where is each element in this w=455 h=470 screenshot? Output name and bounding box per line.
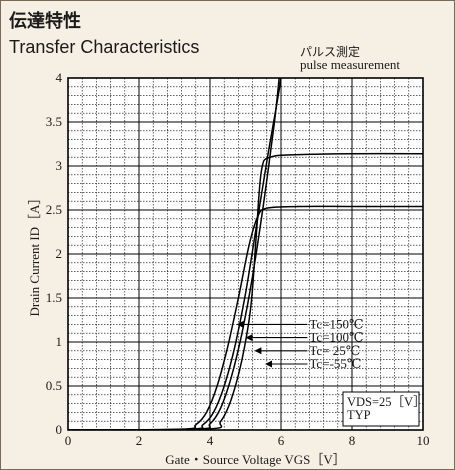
y-tick-label: 3 (56, 158, 63, 173)
y-axis-label: Drain Current ID［A］ (27, 192, 42, 317)
legend-arrow-head (236, 320, 244, 328)
x-tick-label: 2 (136, 433, 143, 448)
tick-labels: 0 2 4 6 8 10 0 0.5 1 1.5 2 2.5 3 3.5 4 (46, 70, 430, 448)
legend-arrow-head (245, 334, 253, 342)
legend: Tc=150℃Tc=100℃Tc= 25℃Tc=-55℃ (236, 316, 364, 371)
legend-arrow-head (265, 360, 273, 368)
x-tick-label: 0 (65, 433, 72, 448)
series-line-1 (68, 205, 423, 430)
series-group (68, 77, 423, 430)
y-tick-label: 2 (56, 246, 63, 261)
legend-label: Tc= 25℃ (309, 343, 360, 358)
x-tick-label: 8 (349, 433, 356, 448)
measurement-note-japanese: パルス測定 (300, 45, 361, 59)
legend-label: Tc=-55℃ (309, 356, 361, 371)
annotation-frame (342, 391, 420, 427)
annotation-text: TYP (347, 408, 371, 422)
x-tick-label: 6 (278, 433, 285, 448)
y-tick-label: 0.5 (46, 378, 62, 393)
title-english: Transfer Characteristics (9, 37, 200, 57)
series-line-4 (68, 152, 423, 430)
annotation-text: VDS=25［V］ (347, 395, 426, 409)
legend-arrow-head (254, 347, 262, 355)
series-line-2 (68, 77, 282, 430)
x-tick-label: 4 (207, 433, 214, 448)
y-tick-label: 0 (56, 422, 63, 437)
title-japanese: 伝達特性 (9, 11, 81, 31)
measurement-note-english: pulse measurement (300, 57, 400, 72)
y-tick-label: 1 (56, 334, 63, 349)
y-tick-label: 4 (56, 70, 63, 85)
annotation-box: VDS=25［V］TYP (342, 391, 426, 427)
plot-frame (67, 77, 424, 431)
legend-label: Tc=150℃ (309, 316, 363, 331)
legend-label: Tc=100℃ (309, 330, 363, 345)
y-tick-label: 2.5 (46, 202, 62, 217)
y-tick-label: 1.5 (46, 290, 62, 305)
y-tick-label: 3.5 (46, 114, 62, 129)
x-tick-label: 10 (417, 433, 430, 448)
x-axis-label: Gate・Source Voltage VGS［V］ (165, 452, 346, 467)
